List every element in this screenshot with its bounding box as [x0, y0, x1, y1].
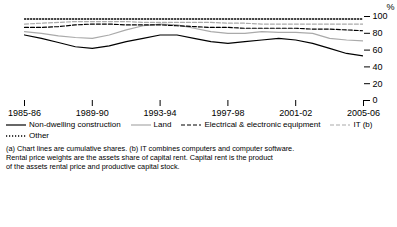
svg-text:80: 80 [373, 28, 383, 38]
svg-text:1989-90: 1989-90 [76, 108, 109, 118]
svg-text:2005-06: 2005-06 [347, 108, 380, 118]
html-text:Other: Other [29, 131, 49, 140]
svg-text:100: 100 [373, 11, 388, 21]
html-text:Non-dwelling construction: Non-dwelling construction [29, 120, 121, 129]
svg-text:0: 0 [373, 95, 378, 105]
svg-text:1985-86: 1985-86 [8, 108, 41, 118]
html-text:Land: Land [153, 120, 172, 129]
svg-text:20: 20 [373, 79, 383, 89]
svg-text:60: 60 [373, 45, 383, 55]
svg-text:%: % [386, 2, 394, 12]
svg-text:40: 40 [373, 62, 383, 72]
svg-text:2001-02: 2001-02 [279, 108, 312, 118]
html-text:(a) Chart lines are cumulative: (a) Chart lines are cumulative shares. (… [6, 144, 295, 171]
html-text:IT (b): IT (b) [353, 120, 373, 129]
svg-text:1997-98: 1997-98 [211, 108, 244, 118]
svg-text:1993-94: 1993-94 [144, 108, 177, 118]
html-text:Electrical & electronic equipm: Electrical & electronic equipment [204, 120, 321, 129]
